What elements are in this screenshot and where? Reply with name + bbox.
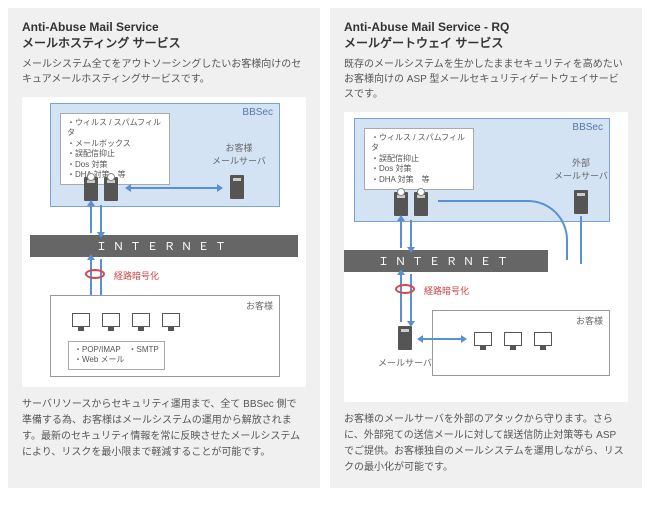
- server-icon: [574, 190, 588, 214]
- bbsec-label: BBSec: [242, 107, 273, 118]
- monitor-icon: [72, 313, 90, 327]
- server-icon: [230, 175, 244, 199]
- left-footer: サーバリソースからセキュリティ運用まで、全て BBSec 側で準備する為、お客様…: [22, 397, 306, 461]
- cust-server-label: お客様 メールサーバ: [212, 141, 266, 167]
- arrow-icon: [410, 274, 412, 322]
- customer-label: お客様: [576, 314, 603, 327]
- right-panel: Anti-Abuse Mail Service - RQ メールゲートウェイ サ…: [330, 8, 642, 488]
- server-icon: [398, 326, 412, 350]
- arrow-icon: [90, 205, 92, 233]
- feature-list: ・ウィルス / スパムフィルタ ・メールボックス ・誤配信抑止 ・Dos 対策 …: [60, 113, 170, 185]
- mailserver-label: メールサーバ: [378, 356, 432, 369]
- arrow-icon: [422, 338, 462, 340]
- enc-label: 経路暗号化: [424, 284, 469, 297]
- ring-icon: [85, 269, 105, 279]
- arrow-icon: [100, 205, 102, 233]
- arrow-icon: [130, 187, 218, 189]
- right-footer: お客様のメールサーバを外部のアタックから守ります。さらに、外部宛ての送信メールに…: [344, 412, 628, 476]
- feature-list: ・ウィルス / スパムフィルタ ・誤配信抑止 ・Dos 対策 ・DHA 対策 等: [364, 128, 474, 190]
- right-diagram: BBSec ・ウィルス / スパムフィルタ ・誤配信抑止 ・Dos 対策 ・DH…: [344, 112, 628, 402]
- right-title-jp: メールゲートウェイ サービス: [344, 34, 628, 51]
- arrow-icon: [580, 216, 582, 264]
- monitor-icon: [162, 313, 180, 327]
- server-icon: [84, 177, 98, 201]
- left-title-jp: メールホスティング サービス: [22, 34, 306, 51]
- right-title-en: Anti-Abuse Mail Service - RQ: [344, 20, 628, 34]
- left-desc: メールシステム全てをアウトソーシングしたいお客様向けのセキュアメールホスティング…: [22, 57, 306, 87]
- left-diagram: BBSec ・ウィルス / スパムフィルタ ・メールボックス ・誤配信抑止 ・D…: [22, 97, 306, 387]
- monitor-icon: [132, 313, 150, 327]
- enc-label: 経路暗号化: [114, 269, 159, 282]
- arrow-icon: [400, 274, 402, 322]
- monitor-icon: [474, 332, 492, 346]
- arrow-icon: [400, 220, 402, 248]
- monitor-icon: [534, 332, 552, 346]
- server-icon: [394, 192, 408, 216]
- server-icon: [104, 177, 118, 201]
- ext-server-label: 外部 メールサーバ: [554, 156, 608, 182]
- two-column-wrap: Anti-Abuse Mail Service メールホスティング サービス メ…: [0, 0, 650, 496]
- monitor-icon: [102, 313, 120, 327]
- server-icon: [414, 192, 428, 216]
- customer-label: お客様: [246, 299, 273, 312]
- left-title-en: Anti-Abuse Mail Service: [22, 20, 306, 34]
- left-panel: Anti-Abuse Mail Service メールホスティング サービス メ…: [8, 8, 320, 488]
- arrow-icon: [410, 220, 412, 248]
- internet-bar: ＩＮＴＥＲＮＥＴ: [344, 250, 548, 272]
- bbsec-label: BBSec: [572, 122, 603, 133]
- monitor-icon: [504, 332, 522, 346]
- ring-icon: [395, 284, 415, 294]
- protocol-box: ・POP/IMAP ・SMTP ・Web メール: [68, 341, 165, 370]
- right-desc: 既存のメールシステムを生かしたままセキュリティを高めたいお客様向けの ASP 型…: [344, 57, 628, 102]
- internet-bar: ＩＮＴＥＲＮＥＴ: [30, 235, 298, 257]
